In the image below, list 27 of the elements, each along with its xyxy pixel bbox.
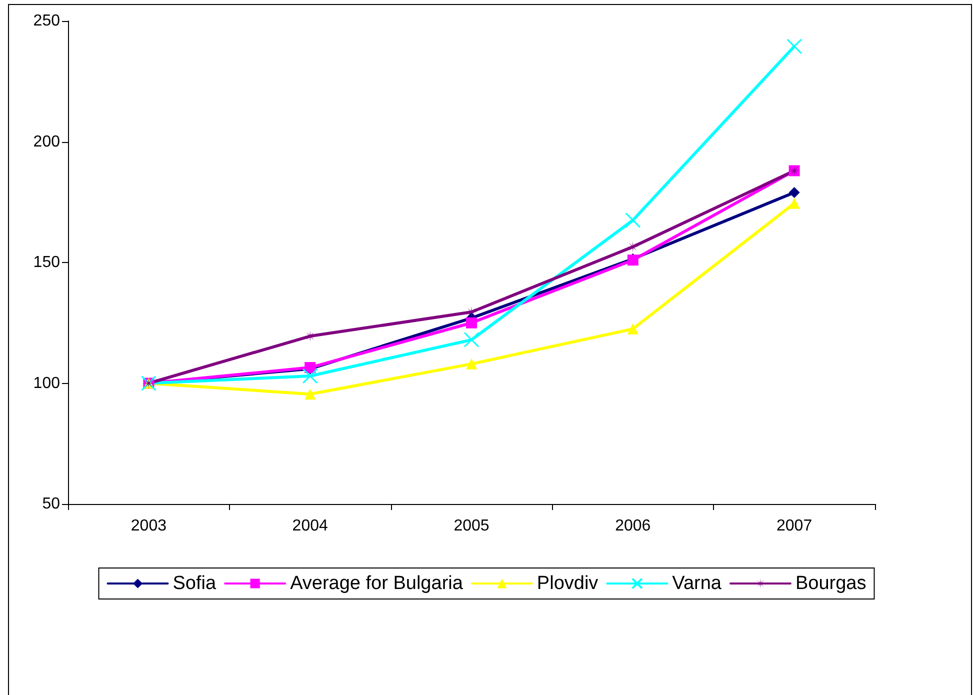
y-tick-label: 150	[33, 254, 60, 271]
x-tick-label: 2007	[776, 518, 812, 534]
x-tick-label: 2003	[130, 518, 167, 534]
y-tick-label: 200	[33, 133, 60, 150]
legend-label: Plovdiv	[536, 573, 599, 594]
point	[788, 198, 800, 209]
point	[302, 368, 318, 384]
legend-label: Sofia	[172, 573, 216, 594]
point	[466, 306, 477, 318]
point	[627, 241, 638, 252]
point	[788, 186, 800, 198]
point	[466, 358, 477, 370]
point	[464, 332, 480, 348]
y-tick-label: 100	[33, 374, 60, 392]
y-tick-label: 250	[33, 12, 60, 30]
x-tick-label: 2004	[292, 518, 328, 534]
point	[627, 323, 638, 334]
point	[786, 38, 802, 54]
point	[625, 212, 641, 228]
x-tick-label: 2005	[454, 518, 490, 534]
point	[466, 317, 477, 328]
point	[304, 388, 316, 400]
legend-label: Average for Bulgaria	[290, 573, 464, 594]
legend-label: Varna	[672, 573, 722, 594]
legend-label: Bourgas	[795, 573, 866, 594]
y-tick-label: 50	[42, 496, 60, 512]
x-tick-label: 2006	[615, 518, 651, 534]
